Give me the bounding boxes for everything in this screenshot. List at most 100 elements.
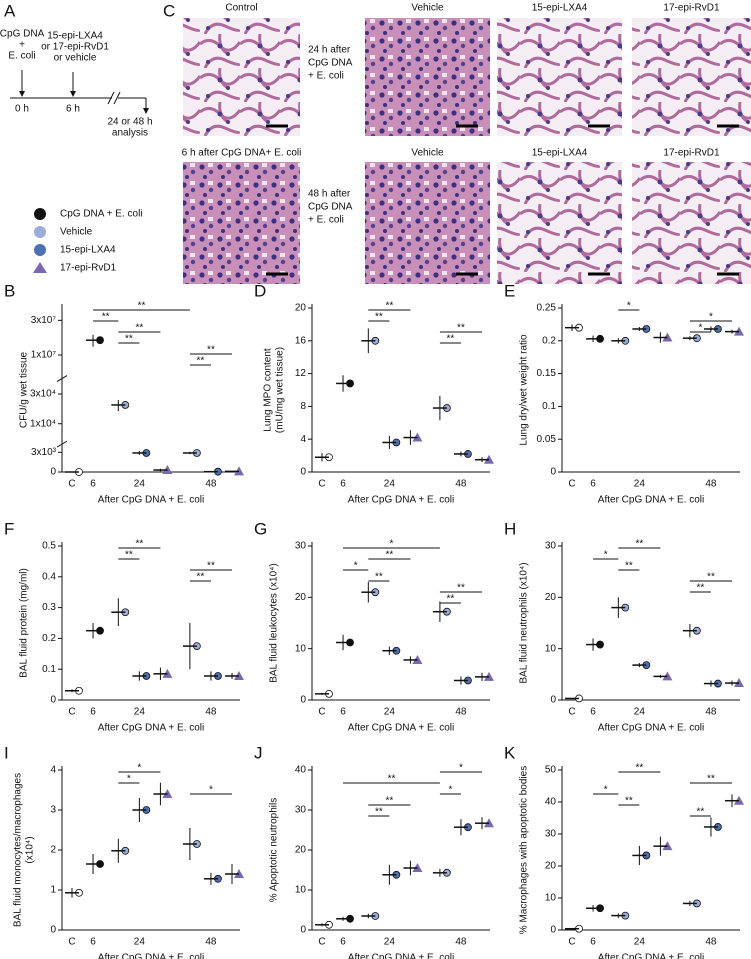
y-tick-label: 30: [295, 805, 307, 816]
x-tick-label: 6: [590, 479, 596, 490]
y-tick-label: 20: [295, 845, 307, 856]
y-tick-label: 4: [300, 434, 306, 445]
x-tick-label: 24: [134, 937, 146, 948]
legend-marker: [34, 244, 46, 256]
legend-marker: [33, 262, 47, 273]
panel-label: I: [4, 743, 9, 762]
y-tick-label: 10: [545, 893, 557, 904]
x-tick-label: 48: [455, 479, 467, 490]
significance-label: **: [625, 561, 633, 572]
micrograph-label: Control: [225, 3, 257, 14]
significance-label: **: [125, 334, 133, 345]
legend-label: 17-epi-RvD1: [60, 263, 117, 274]
condition-label: + E. coli: [308, 71, 344, 82]
y-tick-label: 0.4: [42, 571, 56, 582]
y-tick-label: 50: [545, 765, 557, 776]
y-axis-title: BAL fluid leukocytes (x10⁴): [269, 563, 280, 683]
timeline-text: +: [19, 40, 25, 51]
y-tick-label: 10: [545, 643, 557, 654]
significance-label: **: [138, 301, 146, 312]
significance-label: **: [197, 572, 205, 583]
x-tick-label: 6: [90, 479, 96, 490]
significance-label: *: [448, 785, 452, 796]
y-tick-label: 1x10⁷: [31, 350, 57, 361]
y-tick-label: 0: [300, 467, 306, 478]
significance-label: **: [197, 356, 205, 367]
x-axis-title: After CpG DNA + E. coli: [598, 495, 704, 506]
significance-label: **: [388, 774, 396, 785]
timeline-text: or vehicle: [54, 53, 97, 64]
x-tick-label: 48: [455, 707, 467, 718]
y-tick-label: 0.5: [42, 541, 56, 552]
panel-label: F: [4, 519, 14, 538]
micrograph-label: 6 h after CpG DNA+ E. coli: [182, 148, 302, 159]
significance-label: **: [135, 323, 143, 334]
x-tick-label: 6: [590, 707, 596, 718]
x-axis-title: After CpG DNA + E. coli: [348, 495, 454, 506]
legend-label: Vehicle: [60, 227, 93, 238]
y-axis-title: (x10⁴): [25, 836, 36, 863]
y-tick-label: 20: [545, 861, 557, 872]
panel-label: H: [504, 519, 516, 538]
x-tick-label: 24: [384, 707, 396, 718]
y-axis-title: % Macrophages with apoptotic bodies: [519, 766, 530, 934]
timeline-text: 15-epi-LXA4: [47, 31, 103, 42]
timeline-text: 6 h: [66, 104, 80, 115]
y-tick-label: 3x10⁴: [30, 389, 56, 400]
timeline-text: or 17-epi-RvD1: [41, 42, 109, 53]
y-tick-label: 0: [550, 695, 556, 706]
y-tick-label: 20: [295, 303, 307, 314]
micrograph-label: 15-epi-LXA4: [532, 148, 588, 159]
y-tick-label: 8: [300, 401, 306, 412]
y-axis-title: BAL fluid monocytes/macrophages: [13, 773, 24, 927]
significance-label: **: [457, 583, 465, 594]
micrograph: [365, 162, 490, 284]
y-tick-label: 0: [550, 925, 556, 936]
timeline-text: 24 or 48 h: [107, 117, 152, 128]
y-tick-label: 0.25: [537, 303, 557, 314]
x-tick-label: 24: [634, 707, 646, 718]
y-tick-label: 0.15: [537, 368, 557, 379]
y-tick-label: 1x10⁴: [30, 418, 56, 429]
x-axis-title: After CpG DNA + E. coli: [598, 723, 704, 734]
y-tick-label: 30: [545, 541, 557, 552]
x-axis-title: After CpG DNA + E. coli: [98, 495, 204, 506]
panel-label: G: [254, 519, 267, 538]
panel-label: J: [254, 743, 263, 762]
micrograph: [365, 18, 490, 136]
micrograph: [497, 162, 622, 284]
x-axis-title: After CpG DNA + E. coli: [598, 953, 704, 959]
y-tick-label: 20: [295, 592, 307, 603]
x-tick-label: 48: [455, 937, 467, 948]
x-tick-label: C: [318, 707, 325, 718]
y-tick-label: 3x10³: [31, 447, 57, 458]
x-tick-label: 48: [205, 479, 217, 490]
y-tick-label: 40: [295, 765, 307, 776]
significance-label: **: [635, 539, 643, 550]
y-tick-label: 0: [550, 467, 556, 478]
y-tick-label: 0.1: [42, 664, 56, 675]
significance-label: **: [135, 539, 143, 550]
y-tick-label: 3: [50, 805, 56, 816]
y-tick-label: 30: [295, 541, 307, 552]
micrograph: [183, 18, 300, 136]
significance-label: **: [207, 561, 215, 572]
timeline-text: CpG DNA: [0, 29, 45, 40]
y-axis-title: Lung MPO content: [263, 348, 274, 432]
panel-label: A: [4, 1, 16, 20]
significance-label: *: [354, 561, 358, 572]
panel-label: K: [504, 743, 516, 762]
y-axis-title: BAL fluid protein (mg/ml): [19, 568, 30, 678]
y-tick-label: 1: [50, 885, 56, 896]
significance-label: **: [707, 572, 715, 583]
micrograph: [632, 18, 751, 136]
y-axis-title: (mU/mg wet tissue): [275, 347, 286, 433]
y-tick-label: 0: [300, 695, 306, 706]
micrograph-label: 15-epi-LXA4: [532, 3, 588, 14]
y-tick-label: 0.05: [537, 434, 557, 445]
y-tick-label: 0.3: [42, 602, 56, 613]
x-tick-label: 48: [705, 937, 717, 948]
significance-label: **: [707, 774, 715, 785]
significance-label: *: [604, 785, 608, 796]
